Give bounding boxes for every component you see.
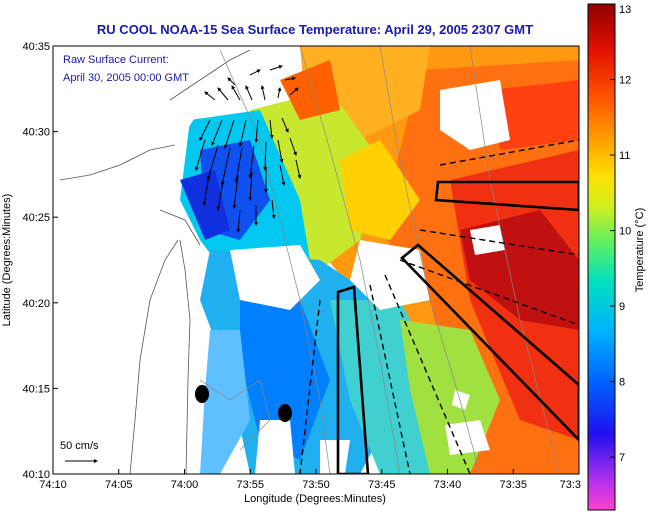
x-tick-label: 74:10: [39, 479, 67, 491]
x-axis-label: Longitude (Degrees:Minutes): [244, 493, 386, 505]
x-tick-label: 73:50: [302, 479, 330, 491]
colorbar-tick-label: 8: [619, 377, 625, 389]
x-tick-label: 73:3: [560, 479, 581, 491]
y-tick-label: 40:20: [22, 298, 50, 310]
y-tick-label: 40:10: [22, 469, 50, 481]
current-time: April 30, 2005 00:00 GMT: [63, 72, 189, 84]
chart-title: RU COOL NOAA-15 Sea Surface Temperature:…: [97, 22, 533, 37]
colorbar-tick-label: 9: [619, 301, 625, 313]
y-tick-label: 40:25: [22, 212, 50, 224]
y-axis: 40:35 40:30 40:25 40:20 40:15 40:10: [22, 41, 58, 481]
colorbar-label: Temperature (°C): [634, 208, 646, 292]
colorbar-tick-label: 10: [619, 226, 631, 238]
x-axis: 74:10 74:05 74:00 73:55 73:50 73:45 73:40 73:35…: [39, 469, 581, 491]
colorbar-tick-label: 7: [619, 452, 625, 464]
x-tick-label: 74:05: [105, 479, 133, 491]
colorbar-tick-label: 11: [619, 150, 630, 162]
current-label: Raw Surface Current:: [63, 54, 169, 66]
colorbar-tick-label: 12: [619, 75, 631, 87]
x-tick-label: 73:55: [236, 479, 264, 491]
nodata-patches: [53, 46, 510, 474]
transect-lines: [299, 139, 579, 474]
marker-oval-2: [278, 404, 292, 422]
y-tick-label: 40:15: [22, 383, 50, 395]
coastline: [59, 49, 251, 474]
plot-area: [53, 46, 579, 474]
x-tick-label: 73:40: [434, 479, 462, 491]
bathymetry-contours: [199, 46, 561, 474]
x-tick-label: 73:35: [499, 479, 527, 491]
marker-oval-1: [195, 385, 209, 403]
current-vectors: [194, 65, 302, 233]
study-boxes: [336, 180, 579, 474]
x-tick-label: 74:00: [171, 479, 199, 491]
scale-label: 50 cm/s: [60, 440, 99, 452]
y-tick-label: 40:35: [22, 41, 50, 53]
y-tick-label: 40:30: [22, 127, 50, 139]
colorbar-tick-label: 13: [619, 4, 631, 16]
x-tick-label: 73:45: [368, 479, 396, 491]
colorbar-ticks: 13 12 11 10 9 8 7: [610, 3, 631, 464]
colorbar: [587, 3, 616, 511]
y-axis-label: Latitude (Degrees:Minutes): [1, 194, 13, 327]
